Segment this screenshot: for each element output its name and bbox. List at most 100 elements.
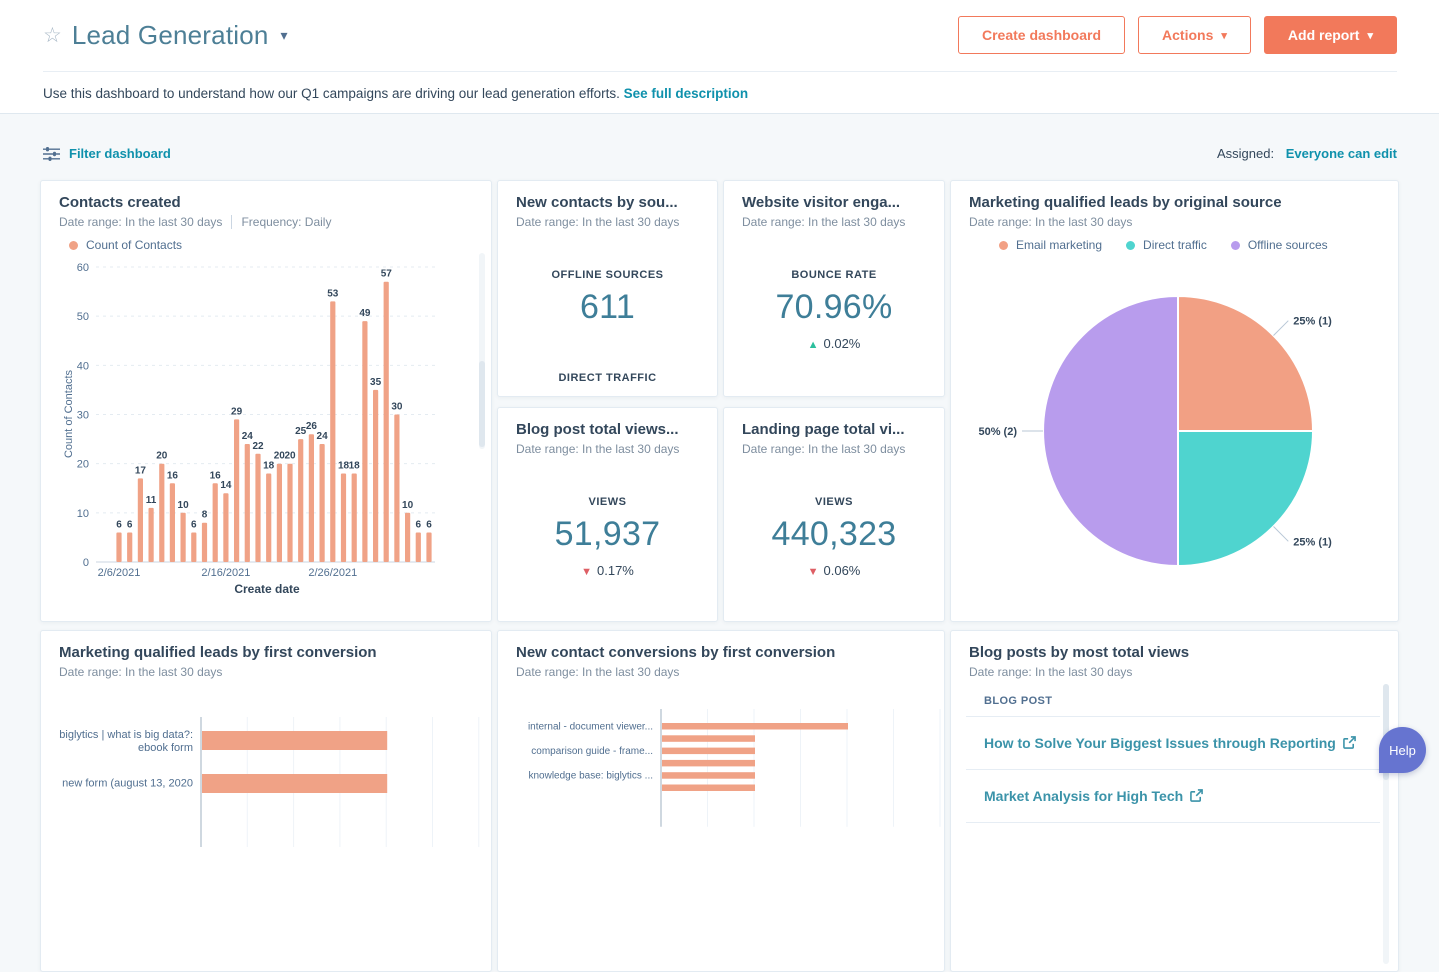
bar[interactable] — [351, 473, 357, 563]
bar[interactable] — [180, 512, 186, 562]
y-tick-label: 20 — [77, 459, 89, 471]
card-mql-by-original-source: 25% (1) 25% (1) 50% (2) Marketing qualifie… — [950, 180, 1399, 622]
card-new-contact-conversions: New contact conversions by first convers… — [497, 630, 945, 972]
bar[interactable] — [223, 493, 229, 562]
card-title: Blog posts by most total views — [969, 644, 1190, 661]
bar[interactable] — [340, 473, 347, 563]
table-scrollbar[interactable] — [1383, 684, 1389, 964]
bar[interactable] — [415, 532, 421, 563]
bar-value-label: 53 — [327, 288, 339, 299]
pie-callout-label: 25% (1) — [1293, 536, 1332, 548]
bar[interactable] — [319, 444, 325, 562]
bar[interactable] — [202, 731, 388, 750]
card-title: Landing page total vi... — [742, 421, 905, 438]
blog-post-link[interactable]: Market Analysis for High Tech — [984, 788, 1204, 804]
bar-value-label: 30 — [391, 402, 403, 413]
bar-value-label: 10 — [402, 500, 414, 511]
bar-value-label: 8 — [202, 510, 208, 521]
pie-slice-direct-traffic[interactable] — [1177, 430, 1315, 568]
add-report-button[interactable]: Add report ▾ — [1263, 16, 1397, 54]
delta-value: 0.06% — [823, 563, 861, 578]
bar[interactable] — [383, 281, 389, 562]
card-date-range: Date range: In the last 30 days — [516, 442, 680, 456]
filter-dashboard-button[interactable]: Filter dashboard — [43, 146, 171, 161]
card-date-range: Date range: In the last 30 days — [516, 215, 680, 229]
see-full-description-link[interactable]: See full description — [623, 86, 749, 101]
bar[interactable] — [394, 414, 400, 563]
pie-slice-email-marketing[interactable] — [1177, 294, 1315, 432]
legend-item[interactable]: Direct traffic — [1126, 238, 1207, 252]
column-header: BLOG POST — [966, 683, 1380, 717]
card-date-range: Date range: In the last 30 days — [742, 442, 906, 456]
bar[interactable] — [202, 774, 388, 793]
category-label: new form (august 13, 2020 — [62, 778, 193, 790]
bar-value-label: 6 — [116, 520, 122, 531]
bar[interactable] — [662, 735, 755, 742]
bar[interactable] — [255, 453, 261, 562]
bar[interactable] — [330, 301, 336, 562]
x-tick-label: 2/6/2021 — [98, 567, 141, 579]
external-link-icon — [1342, 736, 1356, 749]
pie-slice-offline-sources[interactable] — [1042, 294, 1179, 568]
bar-value-label: 20 — [274, 451, 286, 462]
mql-first-conversion-hbar-chart: biglytics | what is big data?:ebook form… — [59, 717, 480, 847]
scrollbar-thumb[interactable] — [479, 361, 485, 447]
card-title: Blog post total views... — [516, 421, 679, 438]
add-report-label: Add report — [1287, 27, 1360, 43]
legend-item[interactable]: Email marketing — [999, 238, 1102, 252]
bar-value-label: 6 — [426, 520, 432, 531]
bar[interactable] — [662, 723, 848, 730]
card-scrollbar[interactable] — [479, 253, 485, 449]
bar[interactable] — [298, 439, 304, 562]
create-dashboard-button[interactable]: Create dashboard — [957, 16, 1126, 54]
actions-button[interactable]: Actions ▾ — [1138, 16, 1251, 54]
filter-dashboard-label: Filter dashboard — [69, 146, 171, 161]
bar[interactable] — [308, 434, 314, 562]
stat-block: VIEWS 51,937 ▼ 0.17% — [498, 496, 717, 578]
card-date-range: Date range: In the last 30 days — [742, 215, 906, 229]
delta-value: 0.17% — [597, 563, 634, 578]
card-title: Contacts created — [59, 194, 181, 211]
bar[interactable] — [127, 532, 133, 563]
bar-value-label: 49 — [359, 308, 371, 319]
bar[interactable] — [137, 478, 143, 562]
bar[interactable] — [662, 747, 755, 755]
bar[interactable] — [426, 532, 432, 563]
bar[interactable] — [159, 463, 165, 562]
bar[interactable] — [234, 419, 240, 562]
bar[interactable] — [373, 389, 379, 562]
bar[interactable] — [276, 463, 282, 562]
bar-value-label: 11 — [146, 495, 157, 506]
header-divider — [43, 71, 1397, 72]
x-tick-label: 2/26/2021 — [308, 567, 357, 579]
bar[interactable] — [405, 512, 411, 562]
bar[interactable] — [362, 321, 368, 562]
bar-value-label: 20 — [156, 451, 168, 462]
card-title: New contact conversions by first convers… — [516, 644, 836, 661]
bar[interactable] — [662, 759, 755, 767]
bar[interactable] — [287, 463, 293, 562]
pie-callout-label: 50% (2) — [978, 426, 1017, 438]
legend-item[interactable]: Offline sources — [1230, 238, 1328, 252]
title-dropdown-caret-icon[interactable]: ▾ — [280, 26, 288, 43]
bar[interactable] — [266, 473, 272, 563]
category-label: internal - document viewer... — [528, 721, 653, 732]
bar[interactable] — [662, 784, 755, 792]
stat-block: BOUNCE RATE 70.96% ▲ 0.02% — [724, 269, 944, 351]
card-date-range: Date range: In the last 30 days — [59, 665, 223, 679]
bar[interactable] — [148, 507, 154, 562]
category-label: ebook form — [138, 742, 193, 754]
bar[interactable] — [212, 483, 218, 562]
bar[interactable] — [169, 483, 175, 562]
help-button[interactable]: Help — [1379, 727, 1426, 773]
bar-value-label: 24 — [317, 431, 329, 442]
favorite-star-icon[interactable]: ☆ — [43, 23, 62, 47]
bar[interactable] — [662, 772, 755, 779]
legend-dot — [1230, 240, 1240, 250]
blog-post-link[interactable]: How to Solve Your Biggest Issues through… — [984, 735, 1356, 751]
bar[interactable] — [201, 522, 208, 562]
bar[interactable] — [116, 532, 122, 563]
bar[interactable] — [244, 444, 250, 562]
bar[interactable] — [191, 532, 197, 563]
assigned-value-link[interactable]: Everyone can edit — [1285, 146, 1397, 161]
